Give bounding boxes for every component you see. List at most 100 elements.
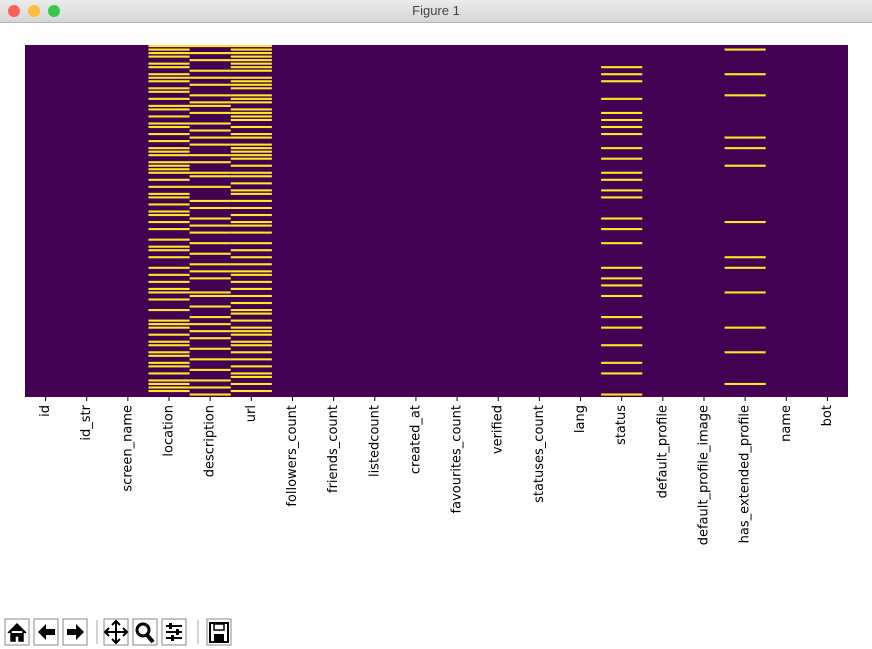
missing-cell <box>189 263 231 266</box>
x-tick-label: status <box>614 405 629 445</box>
missing-cell <box>189 358 231 361</box>
missing-cell <box>724 326 766 329</box>
missing-cell <box>189 154 231 157</box>
missing-cell <box>148 249 190 252</box>
missing-cell <box>189 217 231 220</box>
missing-cell <box>601 178 643 181</box>
missing-cell <box>601 228 643 231</box>
missing-cell <box>601 393 643 396</box>
home-button[interactable] <box>4 618 30 646</box>
missing-cell <box>148 125 190 129</box>
missing-cell <box>189 393 231 396</box>
missing-cell <box>230 344 272 347</box>
missing-cell <box>148 90 190 93</box>
minimize-button[interactable] <box>28 5 40 17</box>
missing-cell <box>230 69 272 72</box>
x-tick-label: url <box>244 405 259 422</box>
missing-cell <box>230 199 272 202</box>
missing-cell <box>601 284 643 287</box>
missing-cell <box>230 231 272 234</box>
missing-cell <box>189 316 231 319</box>
missing-cell <box>601 147 643 150</box>
missing-cell <box>230 101 272 104</box>
missing-cell <box>189 379 231 382</box>
x-tick-label: description <box>203 405 218 477</box>
missing-cell <box>148 87 190 90</box>
missing-cell <box>230 351 272 354</box>
missing-cell <box>601 157 643 160</box>
missing-cell <box>148 298 190 301</box>
missing-cell <box>148 55 190 58</box>
missing-cell <box>230 301 272 305</box>
missing-cell <box>148 97 190 100</box>
missing-cell <box>230 66 272 69</box>
missing-cell <box>189 294 231 298</box>
missing-cell <box>601 277 643 280</box>
missing-cell <box>230 312 272 315</box>
chart: id id_str screen_name location description ur… <box>25 45 848 545</box>
missing-cell <box>189 122 231 125</box>
missing-cell <box>601 97 643 100</box>
missing-cell <box>189 94 231 97</box>
close-button[interactable] <box>8 5 20 17</box>
missing-cell <box>148 344 190 347</box>
save-button[interactable] <box>206 618 232 646</box>
x-tick-label: followers_count <box>285 405 300 507</box>
missing-cell <box>230 213 272 217</box>
x-tick-label: name <box>779 405 794 442</box>
zoom-tool-button[interactable] <box>132 618 158 646</box>
missing-cell <box>189 52 231 55</box>
missing-cell <box>148 287 190 290</box>
missing-cell <box>230 375 272 378</box>
forward-button[interactable] <box>62 618 88 646</box>
missing-cell <box>148 168 190 171</box>
missing-cell <box>148 196 190 199</box>
missing-cell <box>189 175 231 178</box>
missing-cell <box>724 48 766 51</box>
missing-cell <box>148 52 190 55</box>
missing-cell <box>230 164 272 167</box>
missing-cell <box>148 171 190 174</box>
missing-cell <box>230 157 272 160</box>
missing-cell <box>601 361 643 364</box>
missing-cell <box>724 221 766 224</box>
x-tick-label: listedcount <box>367 405 382 477</box>
back-button[interactable] <box>33 618 59 646</box>
missing-cell <box>189 386 231 389</box>
missing-cell <box>189 224 231 227</box>
x-tick-label: id_str <box>79 404 94 440</box>
missing-cell <box>230 97 272 100</box>
missing-cell <box>148 291 190 294</box>
missing-cell <box>189 161 231 164</box>
missing-cell <box>148 389 190 393</box>
missing-cell <box>148 333 190 336</box>
missing-cell <box>230 115 272 118</box>
missing-cell <box>148 203 190 206</box>
missing-cell <box>601 217 643 220</box>
missing-cell <box>230 224 272 227</box>
missing-cell <box>148 80 190 83</box>
missing-cell <box>189 242 231 245</box>
missing-cell <box>148 382 190 386</box>
x-tick-label: has_extended_profile <box>738 405 753 543</box>
missing-cell <box>601 118 643 122</box>
missing-cell <box>148 256 190 259</box>
pan-button[interactable] <box>103 618 129 646</box>
x-tick-label: screen_name <box>120 405 135 492</box>
window-title: Figure 1 <box>412 3 460 18</box>
configure-button[interactable] <box>161 618 187 646</box>
missing-cell <box>148 326 190 329</box>
missing-cell <box>148 340 190 343</box>
missing-cell <box>724 382 766 386</box>
missing-cell <box>148 280 190 283</box>
missing-cell <box>230 83 272 86</box>
missing-cell <box>724 351 766 354</box>
missing-cell <box>148 164 190 167</box>
zoom-button[interactable] <box>48 5 60 17</box>
missing-cell <box>601 125 643 129</box>
missing-cell <box>230 273 272 276</box>
missing-cell <box>148 365 190 368</box>
missing-cell <box>601 326 643 329</box>
missing-cell <box>601 171 643 174</box>
missing-cell <box>148 192 190 195</box>
